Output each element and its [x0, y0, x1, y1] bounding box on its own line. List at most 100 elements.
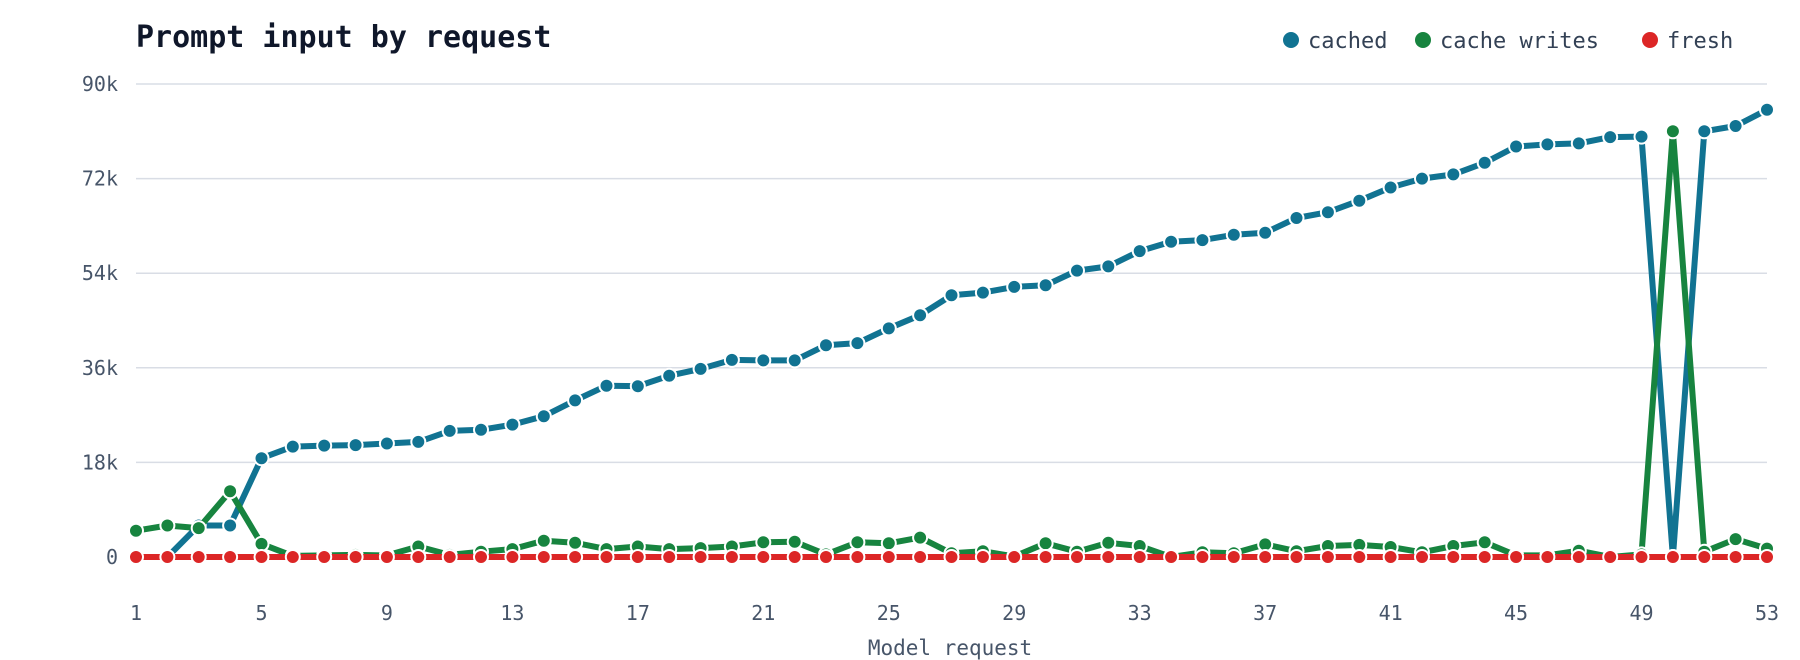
legend-swatch-cache-writes	[1415, 32, 1431, 48]
data-point-fresh	[504, 549, 521, 565]
data-point-fresh	[1225, 549, 1242, 565]
data-point-fresh	[128, 549, 144, 565]
data-point-fresh	[347, 549, 364, 565]
data-point-cache-writes	[567, 534, 584, 551]
data-point-fresh	[535, 549, 552, 565]
data-point-fresh	[1069, 549, 1085, 565]
data-point-cache-writes	[222, 483, 239, 500]
series-line-cached	[164, 106, 1770, 560]
data-point-cache-writes	[1037, 535, 1054, 552]
data-point-cached	[284, 438, 301, 455]
data-point-cached	[1696, 123, 1713, 140]
data-point-cached	[1163, 233, 1180, 250]
data-point-fresh	[1696, 549, 1713, 565]
y-tick-label: 18k	[82, 450, 118, 474]
x-tick-label: 41	[1379, 601, 1403, 625]
x-tick-label: 17	[626, 601, 650, 625]
x-tick-label: 45	[1504, 601, 1528, 625]
data-point-cached	[1727, 118, 1744, 134]
data-point-cache-writes	[128, 522, 144, 539]
data-point-cache-writes	[755, 534, 772, 551]
data-point-cache-writes	[849, 534, 866, 551]
x-tick-label: 5	[255, 601, 267, 625]
x-tick-label: 29	[1002, 601, 1026, 625]
data-point-fresh	[441, 549, 458, 565]
data-point-fresh	[692, 549, 709, 565]
series-lines	[128, 101, 1775, 565]
data-point-fresh	[1194, 549, 1211, 565]
y-axis-ticks: 0 18k 36k 54k 72k 90k	[82, 72, 118, 569]
data-point-cached	[1006, 278, 1023, 295]
data-point-fresh	[316, 549, 333, 565]
data-point-fresh	[912, 549, 929, 565]
data-point-fresh	[1414, 549, 1430, 565]
data-point-fresh	[1382, 549, 1399, 565]
data-point-fresh	[473, 549, 489, 565]
series-line-cache-writes	[133, 128, 1770, 560]
data-point-fresh	[786, 549, 803, 565]
x-tick-label: 1	[130, 601, 142, 625]
data-point-cached	[1602, 129, 1619, 146]
series-cached	[164, 101, 1775, 565]
data-point-fresh	[1633, 549, 1650, 565]
data-point-cached	[1445, 166, 1462, 183]
data-point-cached	[1351, 192, 1368, 209]
data-point-fresh	[1602, 549, 1619, 565]
data-point-cached	[1382, 179, 1399, 196]
data-point-fresh	[378, 549, 395, 565]
data-point-fresh	[974, 549, 991, 565]
data-point-cached	[1288, 210, 1305, 226]
legend-label-cache-writes: cache writes	[1440, 29, 1599, 54]
data-point-cache-writes	[880, 535, 897, 552]
data-point-fresh	[723, 549, 740, 565]
data-point-fresh	[598, 549, 615, 565]
data-point-fresh	[159, 549, 176, 565]
data-point-cache-writes	[786, 533, 803, 550]
data-point-cached	[1570, 135, 1587, 152]
y-tick-label: 54k	[82, 261, 118, 285]
data-point-cached	[1257, 224, 1274, 241]
data-point-fresh	[1319, 549, 1336, 565]
data-point-fresh	[284, 549, 301, 565]
legend-swatch-cached	[1283, 32, 1299, 48]
x-tick-label: 49	[1629, 601, 1653, 625]
data-point-fresh	[410, 549, 427, 565]
data-point-fresh	[1351, 549, 1368, 565]
data-point-cached	[1759, 101, 1775, 118]
data-point-fresh	[661, 549, 678, 565]
data-point-cached	[567, 392, 584, 409]
data-point-cached	[880, 320, 897, 337]
data-point-cached	[598, 377, 615, 394]
data-point-cached	[912, 307, 929, 324]
data-point-fresh	[1508, 549, 1525, 565]
data-point-cached	[1476, 154, 1493, 171]
y-tick-label: 36k	[82, 356, 118, 380]
data-point-cache-writes	[912, 529, 929, 546]
data-point-fresh	[1476, 549, 1493, 565]
data-point-cached	[378, 435, 395, 452]
legend-label-fresh: fresh	[1667, 29, 1733, 54]
x-tick-label: 25	[877, 601, 901, 625]
x-tick-label: 9	[381, 601, 393, 625]
data-point-fresh	[1288, 549, 1305, 565]
data-point-fresh	[1006, 549, 1023, 565]
data-point-cached	[1414, 170, 1430, 187]
data-point-fresh	[755, 549, 772, 565]
data-point-cached	[723, 351, 740, 368]
data-point-fresh	[222, 549, 239, 565]
data-point-fresh	[943, 549, 960, 565]
data-point-fresh	[880, 549, 897, 565]
data-point-cached	[504, 416, 521, 433]
data-point-cached	[253, 450, 270, 467]
data-point-cache-writes	[253, 535, 270, 552]
data-point-cached	[1100, 258, 1117, 275]
data-point-cached	[1539, 136, 1556, 153]
legend-label-cached: cached	[1308, 29, 1387, 54]
data-point-cached	[849, 335, 866, 352]
y-tick-label: 0	[106, 545, 118, 569]
x-tick-label: 37	[1253, 601, 1277, 625]
data-point-cached	[316, 437, 333, 454]
data-point-cached	[1225, 226, 1242, 243]
series-cache-writes	[128, 123, 1775, 565]
